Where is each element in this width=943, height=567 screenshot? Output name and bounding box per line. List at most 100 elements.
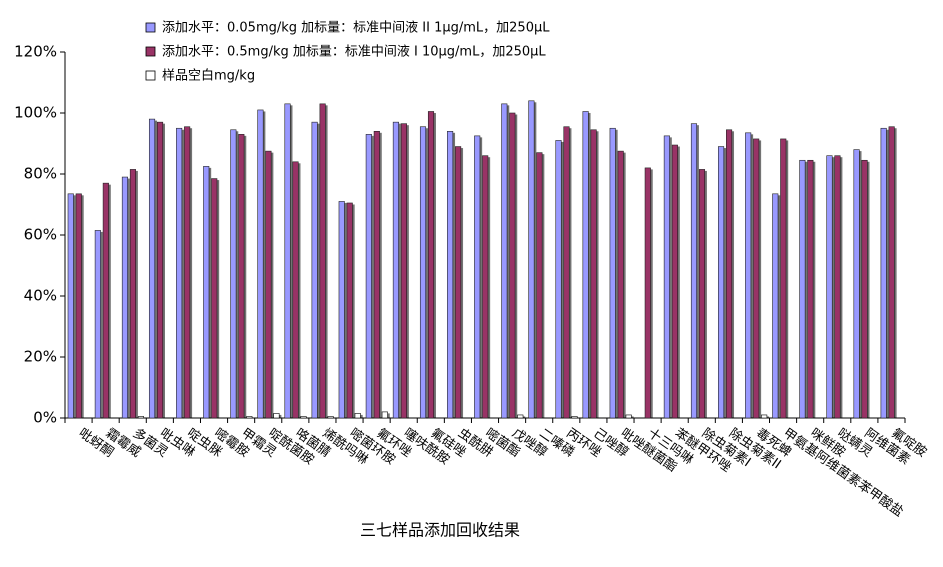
bar-side — [344, 202, 347, 418]
legend-swatch — [145, 70, 156, 81]
legend-swatch — [145, 46, 156, 57]
bar — [861, 159, 868, 419]
bar — [129, 169, 136, 419]
bar-side — [352, 204, 355, 418]
y-tick-label: 80% — [24, 165, 57, 183]
bar — [246, 416, 253, 419]
bar — [880, 127, 887, 419]
bar-side — [623, 152, 626, 418]
bar — [284, 103, 291, 419]
bar-side — [523, 416, 526, 418]
bar — [381, 411, 388, 419]
y-tick-label: 120% — [14, 43, 57, 61]
bar-side — [615, 129, 618, 418]
bar — [726, 129, 733, 419]
bar — [327, 416, 334, 419]
bar — [346, 202, 353, 419]
bar — [455, 146, 462, 419]
bar — [137, 416, 144, 419]
bar — [780, 138, 787, 419]
bar — [563, 126, 570, 419]
bar — [625, 414, 632, 419]
bar-side — [561, 141, 564, 418]
bar — [319, 103, 326, 419]
bar — [67, 193, 74, 419]
bar-side — [360, 414, 363, 418]
bar-side — [135, 170, 138, 418]
bar-side — [379, 132, 382, 419]
bar-side — [100, 231, 103, 418]
bar — [501, 103, 508, 419]
y-tick-label: 100% — [14, 104, 57, 122]
bar — [644, 167, 651, 419]
bar — [354, 413, 361, 419]
bar — [834, 155, 841, 419]
bar-side — [298, 163, 301, 418]
bar-side — [723, 148, 727, 419]
bar-side — [813, 161, 816, 418]
bar-side — [569, 128, 572, 418]
bar — [176, 127, 183, 419]
bar — [671, 144, 678, 419]
bar — [888, 126, 895, 419]
bar-side — [867, 161, 870, 418]
bar — [698, 169, 706, 419]
bar — [203, 166, 210, 419]
bar — [392, 121, 399, 419]
bar-side — [731, 131, 735, 418]
bar-side — [786, 140, 789, 419]
bar-side — [263, 111, 266, 418]
bar — [102, 182, 109, 419]
bar-side — [425, 128, 428, 418]
bar — [400, 123, 407, 419]
bar — [753, 138, 760, 419]
bar — [121, 176, 128, 419]
bar — [807, 159, 814, 419]
bar — [148, 118, 156, 419]
bar — [690, 123, 698, 419]
bar-side — [766, 416, 770, 418]
bar-side — [433, 112, 436, 418]
bar — [718, 146, 725, 419]
bar — [509, 112, 516, 419]
bar-side — [840, 157, 843, 418]
bar — [292, 161, 299, 419]
legend-label: 添加水平：0.05mg/kg 加标量：标准中间液 II 1μg/mL，加250μ… — [162, 21, 550, 36]
bar-side — [371, 135, 374, 418]
bar-side — [127, 178, 130, 418]
bar — [373, 131, 380, 419]
bar-side — [677, 146, 680, 418]
bar — [419, 126, 427, 419]
bar — [761, 414, 768, 419]
bar-side — [279, 414, 282, 418]
bar-side — [859, 151, 862, 418]
bar — [482, 155, 489, 419]
bar-side — [398, 123, 401, 419]
bar — [273, 413, 280, 419]
bar-side — [81, 195, 84, 418]
bar — [517, 414, 524, 419]
bar — [590, 129, 597, 419]
bar — [555, 140, 562, 419]
bar-side — [894, 128, 897, 418]
bar — [571, 416, 578, 419]
bar-side — [631, 416, 634, 418]
bar — [799, 159, 806, 419]
bar — [427, 111, 435, 419]
bar-side — [479, 137, 483, 418]
bar — [300, 416, 307, 419]
bar-side — [778, 195, 781, 418]
bar — [338, 201, 345, 419]
bar-side — [181, 129, 185, 418]
bar-side — [108, 184, 111, 418]
bar — [447, 131, 454, 419]
bar-side — [271, 152, 274, 418]
bar-side — [805, 161, 808, 418]
bar — [536, 152, 543, 419]
bar — [365, 134, 372, 419]
legend-label: 添加水平：0.5mg/kg 加标量：标准中间液 I 10μg/mL，加250μL — [162, 45, 546, 60]
bar — [156, 121, 164, 419]
bar-side — [750, 134, 754, 418]
bar — [94, 230, 101, 419]
